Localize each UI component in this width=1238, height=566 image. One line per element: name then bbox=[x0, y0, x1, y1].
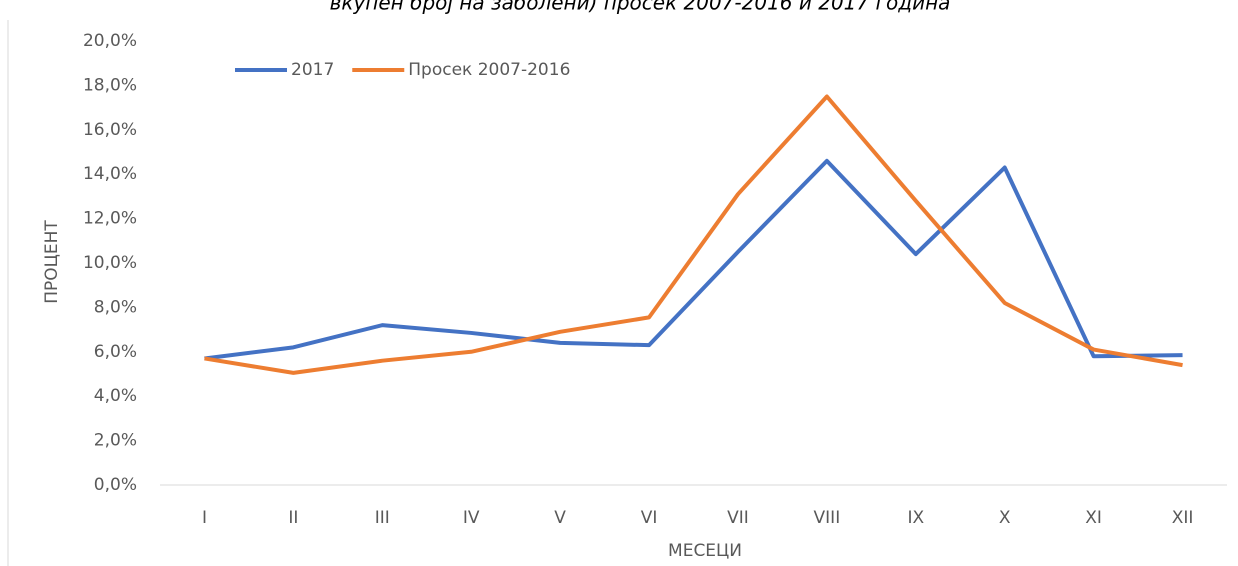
x-tick-label: XII bbox=[1172, 508, 1194, 528]
x-tick-label: I bbox=[202, 508, 207, 528]
x-tick-label: IV bbox=[463, 508, 480, 528]
x-tick-label: III bbox=[375, 508, 390, 528]
y-tick-label: 2,0% bbox=[94, 431, 137, 451]
y-axis-label: ПРОЦЕНТ bbox=[42, 220, 62, 304]
x-axis-label: МЕСЕЦИ bbox=[668, 541, 742, 561]
x-tick-label: XI bbox=[1085, 508, 1102, 528]
y-tick-label: 14,0% bbox=[83, 164, 137, 184]
y-tick-label: 18,0% bbox=[83, 75, 137, 95]
y-tick-label: 6,0% bbox=[94, 342, 137, 362]
y-tick-label: 8,0% bbox=[94, 297, 137, 317]
x-tick-label: V bbox=[554, 508, 566, 528]
legend-label: 2017 bbox=[291, 60, 334, 80]
y-tick-label: 20,0% bbox=[83, 31, 137, 51]
x-tick-label: II bbox=[288, 508, 298, 528]
y-tick-label: 12,0% bbox=[83, 209, 137, 229]
legend-label: Просек 2007-2016 bbox=[408, 60, 570, 80]
series-line bbox=[204, 158, 1183, 361]
x-tick-label: VII bbox=[727, 508, 749, 528]
x-tick-label: VIII bbox=[814, 508, 841, 528]
y-tick-label: 4,0% bbox=[94, 386, 137, 406]
y-tick-label: 0,0% bbox=[94, 475, 137, 495]
y-tick-label: 16,0% bbox=[83, 120, 137, 140]
x-tick-label: VI bbox=[641, 508, 658, 528]
x-tick-label: IX bbox=[907, 508, 924, 528]
x-tick-label: X bbox=[999, 508, 1011, 528]
series-line bbox=[204, 94, 1183, 375]
chart-title: вкупен број на заболени) просек 2007-201… bbox=[330, 0, 951, 15]
y-tick-label: 10,0% bbox=[83, 253, 137, 273]
